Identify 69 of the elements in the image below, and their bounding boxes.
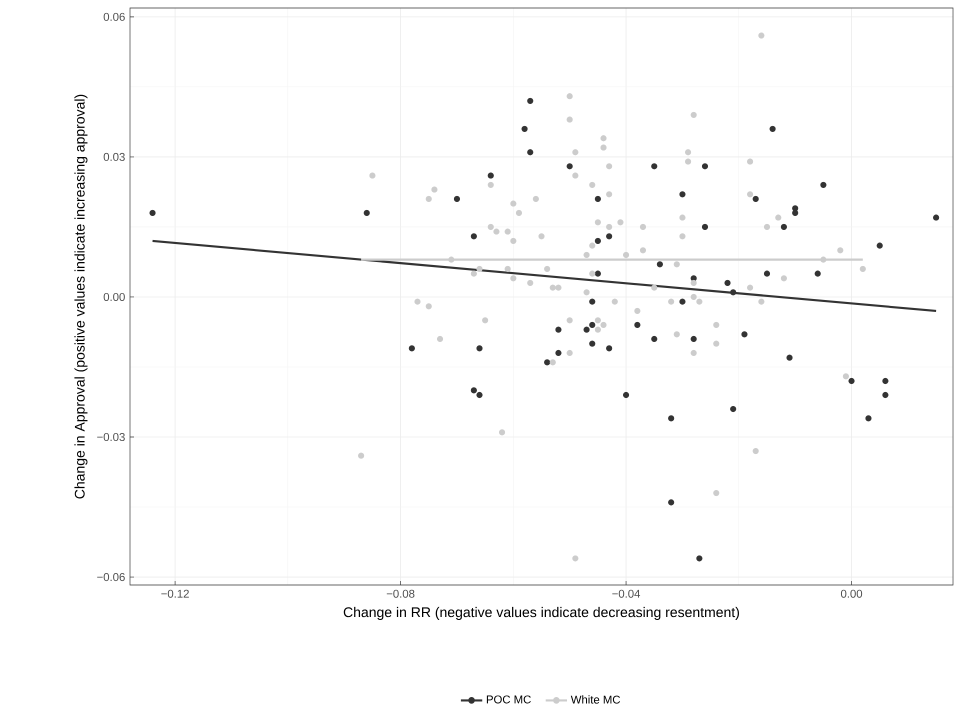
point [724,280,731,286]
point [594,270,601,277]
x-tick-label: −0.08 [386,590,414,598]
point [679,298,686,305]
y-tick-label: 0.06 [104,12,125,21]
x-tick-label: −0.12 [161,590,189,598]
point [149,210,156,216]
point [702,163,708,170]
point [792,210,798,216]
point [820,182,826,188]
point [527,149,534,156]
point [584,326,590,333]
point [606,233,612,240]
point [752,196,759,202]
point [606,345,612,352]
point [770,126,776,132]
point [780,224,787,230]
point [690,336,697,342]
point [730,289,736,296]
point [876,242,883,249]
legend-label: POC MC [486,695,531,704]
point [522,126,528,132]
point [668,499,674,506]
point [814,270,821,277]
point [544,359,550,366]
point [470,233,477,240]
point [764,270,770,277]
point [865,415,872,422]
point [589,322,596,328]
point [476,392,483,398]
point [668,415,674,422]
point [651,163,658,170]
point [566,163,573,170]
point [696,555,702,562]
point [702,224,708,230]
point [555,350,562,356]
point [555,326,562,333]
point [882,378,888,384]
point [589,340,596,347]
x-axis-title: Change in RR (negative values indicate decreasing resentment) [344,606,739,620]
point [882,392,888,398]
point [488,172,494,179]
point [848,378,855,384]
x-tick-label: 0.00 [840,590,862,598]
point [594,238,601,244]
point [679,191,686,198]
point [470,387,477,394]
point [786,354,793,361]
y-tick-label: 0.03 [104,152,125,161]
point [730,406,736,412]
point [408,345,415,352]
y-tick-label: −0.06 [97,573,125,582]
y-tick-label: 0.00 [104,292,125,301]
point [364,210,370,216]
point [594,196,601,202]
x-tick-label: −0.04 [612,590,640,598]
point [589,298,596,305]
point [651,336,658,342]
point [933,214,940,221]
point [656,261,663,268]
point [476,345,483,352]
point [527,98,534,104]
y-tick-label: −0.03 [97,433,125,442]
point [741,331,748,338]
point [622,392,630,398]
legend-label: White MC [570,695,620,704]
y-axis-title: Change in Approval (positive values indicate increasing approval) [74,94,88,499]
point [634,322,640,328]
point [454,196,460,202]
